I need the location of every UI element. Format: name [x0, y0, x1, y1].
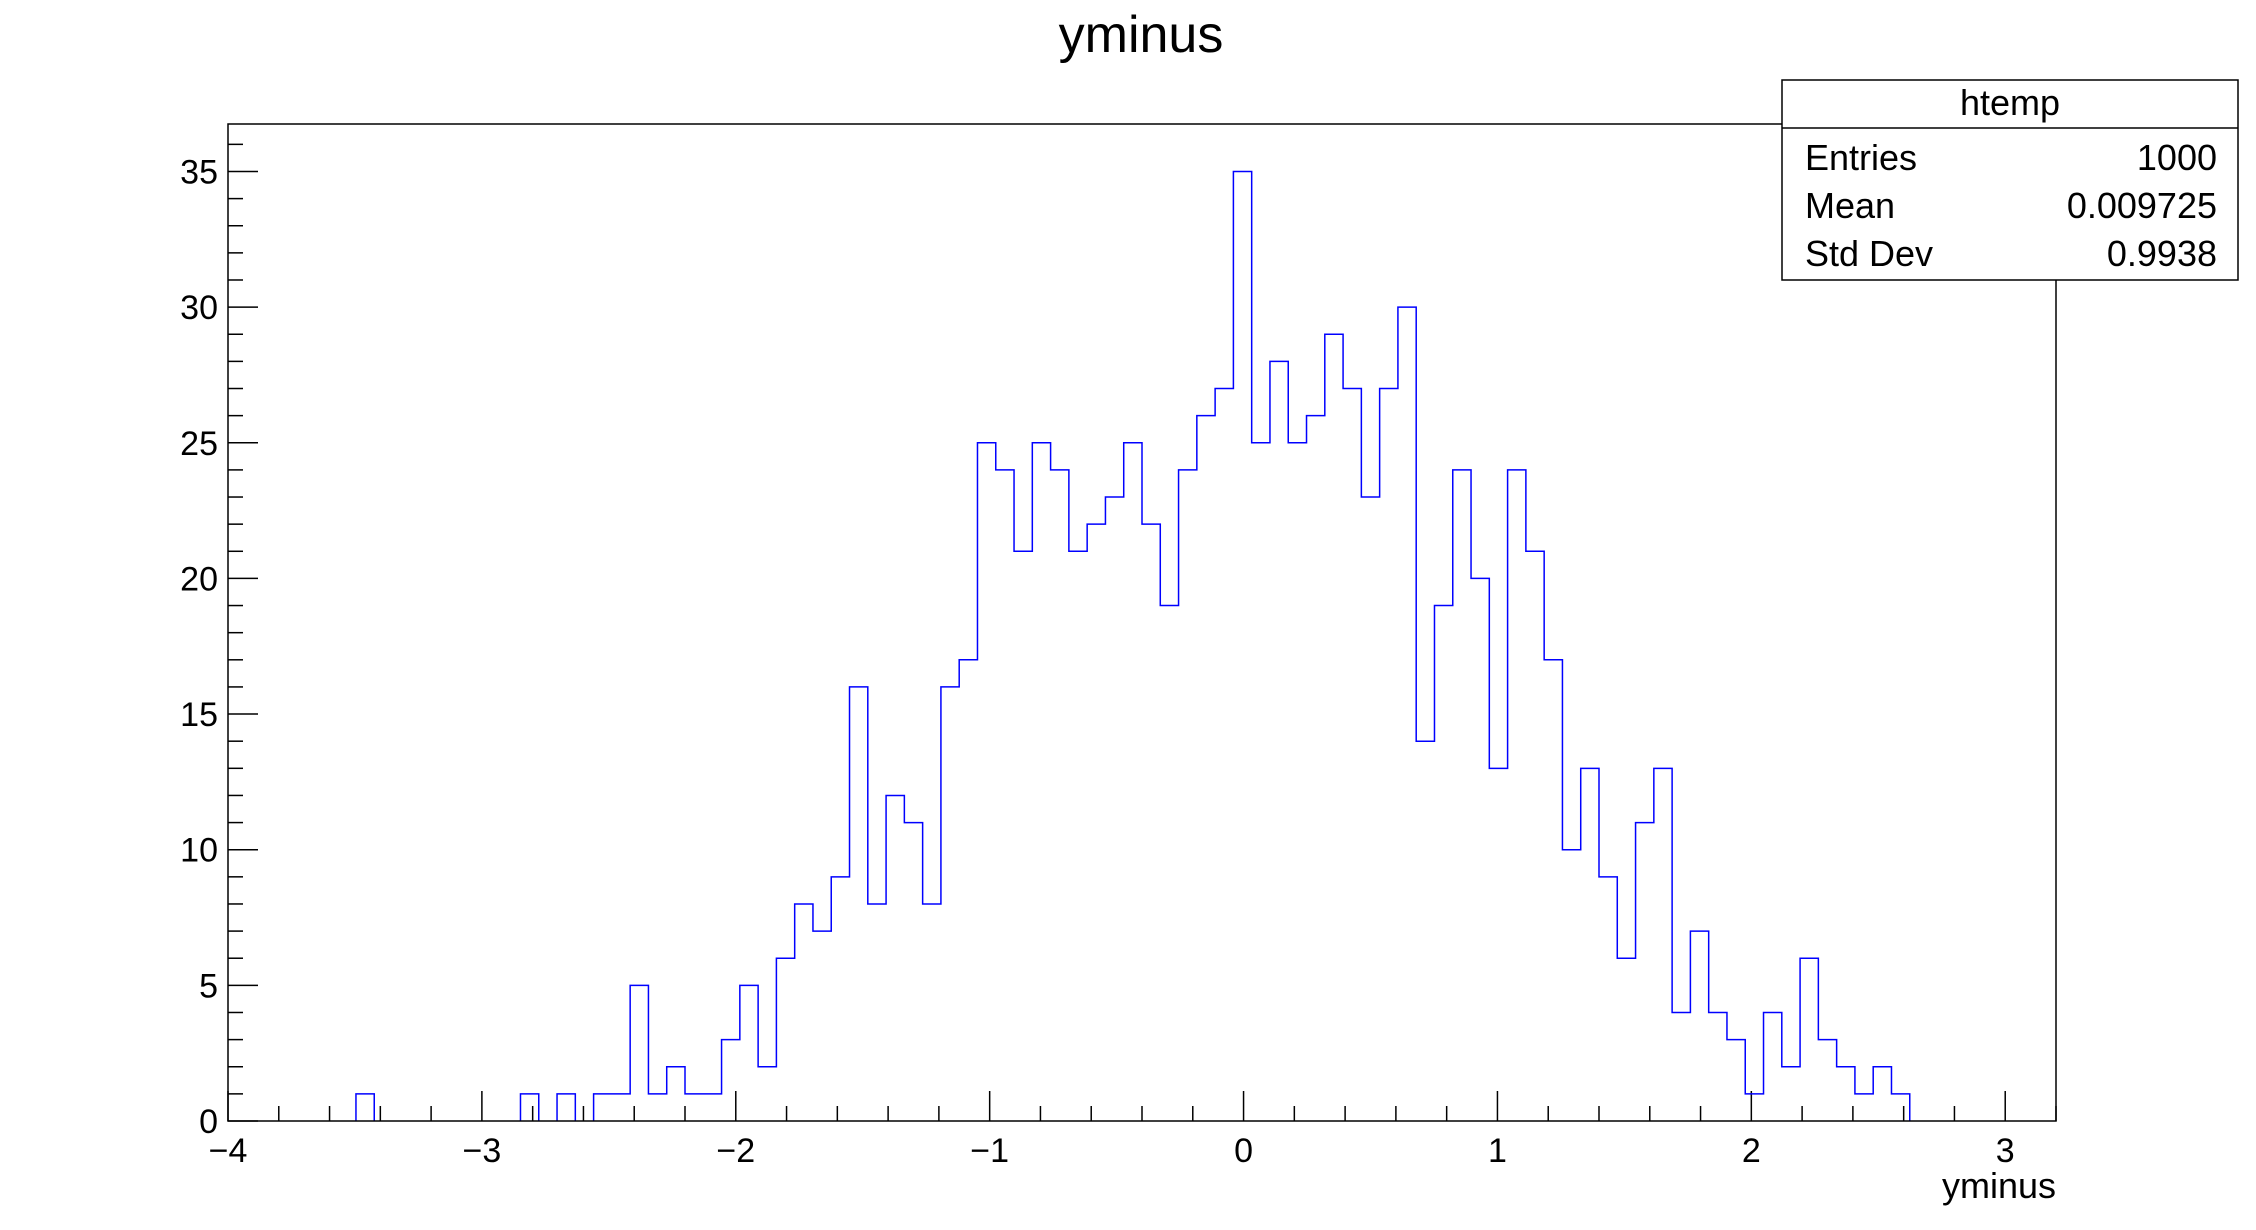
x-tick-label: −3: [463, 1132, 502, 1170]
y-tick-label: 0: [199, 1103, 218, 1141]
y-tick-label: 20: [180, 560, 218, 598]
histogram-outline: [355, 170, 1911, 1121]
y-tick-label: 30: [180, 289, 218, 327]
stats-stddev-label: Std Dev: [1805, 233, 1933, 274]
plot-frame: [227, 123, 2057, 1122]
y-tick-label: 25: [180, 425, 218, 463]
y-tick-label: 15: [180, 696, 218, 734]
y-tick-label: 10: [180, 832, 218, 870]
stats-box: htemp Entries 1000 Mean 0.009725 Std Dev…: [1781, 79, 2239, 281]
y-tick-labels: 0 5 10 15 20 25 30 35: [180, 153, 218, 1141]
stats-box-title: htemp: [1960, 82, 2060, 123]
x-tick-label: 3: [1996, 1132, 2015, 1170]
x-tick-labels: −4 −3 −2 −1 0 1 2 3: [209, 1132, 2015, 1170]
x-tick-label: −2: [716, 1132, 755, 1170]
stats-entries-label: Entries: [1805, 137, 1917, 178]
x-tick-label: −4: [209, 1132, 248, 1170]
stats-entries-value: 1000: [2137, 137, 2217, 178]
y-tick-label: 35: [180, 153, 218, 191]
axis-ticks: [227, 143, 2057, 1122]
x-tick-label: 1: [1488, 1132, 1507, 1170]
stats-mean-value: 0.009725: [2067, 185, 2217, 226]
x-tick-label: 0: [1234, 1132, 1253, 1170]
x-tick-label: 2: [1742, 1132, 1761, 1170]
stats-stddev-value: 0.9938: [2107, 233, 2217, 274]
stats-mean-label: Mean: [1805, 185, 1895, 226]
x-tick-label: −1: [970, 1132, 1009, 1170]
chart-title: yminus: [1059, 6, 1224, 64]
y-tick-label: 5: [199, 967, 218, 1005]
stats-box-frame: [1781, 79, 2239, 281]
x-axis-label: yminus: [1942, 1165, 2056, 1206]
